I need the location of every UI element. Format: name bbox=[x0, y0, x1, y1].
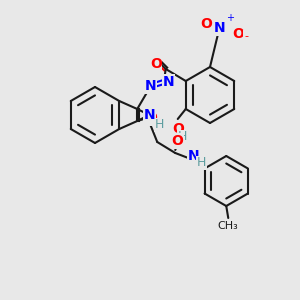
Text: H: H bbox=[154, 118, 164, 131]
Text: O: O bbox=[150, 57, 162, 71]
Text: O: O bbox=[232, 27, 244, 41]
Text: O: O bbox=[145, 111, 157, 125]
Text: N: N bbox=[188, 149, 199, 163]
Text: N: N bbox=[143, 108, 155, 122]
Text: N: N bbox=[214, 21, 226, 35]
Text: N: N bbox=[163, 75, 175, 89]
Text: N: N bbox=[145, 79, 157, 93]
Text: -: - bbox=[244, 31, 248, 41]
Text: CH₃: CH₃ bbox=[218, 221, 238, 231]
Text: H: H bbox=[196, 157, 206, 169]
Text: H: H bbox=[178, 130, 188, 143]
Text: O: O bbox=[171, 134, 183, 148]
Text: O: O bbox=[172, 122, 184, 136]
Text: O: O bbox=[200, 17, 212, 31]
Text: +: + bbox=[226, 13, 234, 23]
